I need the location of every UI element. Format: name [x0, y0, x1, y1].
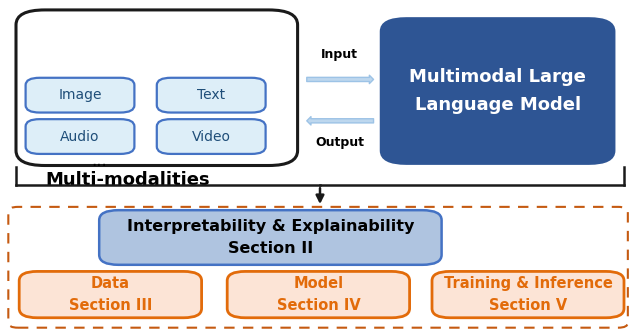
Text: Multimodal Large
Language Model: Multimodal Large Language Model: [409, 68, 586, 114]
FancyBboxPatch shape: [157, 119, 266, 154]
FancyBboxPatch shape: [16, 10, 298, 166]
Text: Text: Text: [197, 88, 225, 102]
FancyBboxPatch shape: [227, 271, 410, 318]
FancyBboxPatch shape: [26, 78, 134, 113]
FancyBboxPatch shape: [157, 78, 266, 113]
FancyBboxPatch shape: [381, 18, 614, 164]
Text: Multi-modalities: Multi-modalities: [45, 171, 211, 189]
Text: Model
Section IV: Model Section IV: [276, 276, 360, 313]
Text: Output: Output: [316, 136, 364, 149]
Text: Input: Input: [321, 48, 358, 61]
Text: ...: ...: [92, 152, 107, 169]
FancyBboxPatch shape: [99, 210, 442, 265]
FancyBboxPatch shape: [432, 271, 624, 318]
Text: Data
Section III: Data Section III: [68, 276, 152, 313]
FancyBboxPatch shape: [19, 271, 202, 318]
Text: Image: Image: [58, 88, 102, 102]
Text: Video: Video: [192, 129, 230, 144]
Text: Audio: Audio: [60, 129, 100, 144]
FancyBboxPatch shape: [26, 119, 134, 154]
Text: Training & Inference
Section V: Training & Inference Section V: [444, 276, 612, 313]
Text: Interpretability & Explainability
Section II: Interpretability & Explainability Sectio…: [127, 219, 414, 256]
